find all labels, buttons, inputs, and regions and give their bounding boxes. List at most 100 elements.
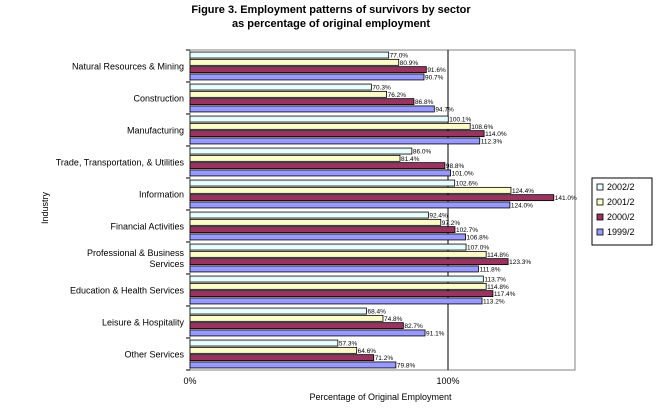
bar-2001-2: [189, 186, 512, 194]
data-label: 113.7%: [484, 277, 506, 284]
data-label: 71.2%: [375, 355, 394, 362]
data-label: 112.3%: [481, 138, 503, 145]
bar-1999-2: [189, 265, 479, 273]
data-label: 64.6%: [358, 348, 377, 355]
data-label: 80.9%: [400, 60, 419, 67]
legend-swatch-1999-2: [596, 228, 604, 236]
chart-title-line-2: as percentage of original employment: [231, 18, 431, 30]
data-label: 98.8%: [446, 163, 465, 170]
data-label: 114.8%: [487, 252, 509, 259]
data-label: 102.7%: [456, 227, 478, 234]
bar-2002-2: [189, 275, 484, 283]
data-label: 81.4%: [401, 156, 420, 163]
bar-1999-2: [189, 361, 397, 369]
data-label: 82.7%: [404, 323, 423, 330]
bar-1999-2: [189, 329, 426, 337]
plot-frame: [189, 49, 576, 371]
category-label: Services: [149, 259, 184, 269]
data-label: 117.4%: [494, 291, 516, 298]
data-label: 114.8%: [487, 284, 509, 291]
data-label: 91.6%: [427, 67, 446, 74]
bar-2000-2: [189, 162, 446, 170]
bar-1999-2: [189, 169, 451, 177]
data-label: 108.6%: [471, 124, 493, 131]
data-label: 90.7%: [425, 74, 444, 81]
bar-2000-2: [189, 226, 456, 234]
data-label: 76.2%: [388, 92, 407, 99]
data-label: 124.0%: [511, 202, 533, 209]
chart-title-line-1: Figure 3. Employment patterns of survivo…: [191, 4, 471, 16]
category-label: Education & Health Services: [70, 286, 185, 296]
bar-1999-2: [189, 73, 425, 81]
bar-1999-2: [189, 297, 483, 305]
data-label: 68.4%: [367, 309, 386, 316]
data-label: 91.1%: [426, 330, 445, 337]
x-tick-label: 100%: [436, 376, 459, 386]
data-label: 123.3%: [509, 259, 531, 266]
bar-2002-2: [189, 115, 449, 123]
bar-1999-2: [189, 137, 481, 145]
x-axis-title: Percentage of Original Employment: [309, 392, 452, 402]
bar-2001-2: [189, 282, 487, 290]
bar-2000-2: [189, 66, 427, 74]
bar-1999-2: [189, 201, 511, 209]
bar-2002-2: [189, 51, 390, 59]
category-label: Manufacturing: [127, 126, 184, 136]
data-label: 100.1%: [449, 117, 471, 124]
bar-2000-2: [189, 322, 404, 330]
bar-2000-2: [189, 290, 494, 298]
bar-2001-2: [189, 154, 401, 162]
bar-2002-2: [189, 243, 467, 251]
category-label: Natural Resources & Mining: [72, 62, 184, 72]
legend-label: 2000/2: [607, 212, 635, 222]
data-label: 102.6%: [456, 181, 478, 188]
category-label: Information: [139, 190, 184, 200]
bar-2001-2: [189, 58, 400, 66]
category-label: Financial Activities: [110, 222, 184, 232]
bar-2002-2: [189, 179, 456, 187]
category-label: Other Services: [124, 350, 184, 360]
category-label: Leisure & Hospitality: [102, 318, 185, 328]
bar-2001-2: [189, 218, 442, 226]
legend-swatch-2002-2: [596, 183, 604, 191]
legend-label: 2001/2: [607, 197, 635, 207]
bar-2000-2: [189, 258, 509, 266]
bar-2002-2: [189, 339, 339, 347]
bar-2001-2: [189, 90, 387, 98]
bar-1999-2: [189, 105, 435, 113]
data-label: 141.0%: [555, 195, 577, 202]
data-label: 77.0%: [390, 53, 409, 60]
data-label: 97.2%: [442, 220, 461, 227]
bar-2001-2: [189, 314, 384, 322]
category-label: Trade, Transportation, & Utilities: [56, 158, 185, 168]
bar-2002-2: [189, 307, 367, 315]
data-label: 111.8%: [479, 266, 500, 273]
data-label: 79.8%: [397, 362, 416, 369]
legend-swatch-2001-2: [596, 198, 604, 206]
category-label: Professional & Business: [87, 248, 185, 258]
bar-2000-2: [189, 98, 415, 106]
data-label: 114.0%: [485, 131, 507, 138]
data-label: 107.0%: [467, 245, 489, 252]
bar-2002-2: [189, 83, 372, 91]
bar-2002-2: [189, 147, 413, 155]
data-label: 86.0%: [413, 149, 432, 156]
data-label: 101.0%: [452, 170, 474, 177]
category-label: Construction: [133, 94, 184, 104]
data-label: 113.2%: [483, 298, 505, 305]
bar-2001-2: [189, 346, 358, 354]
data-label: 106.8%: [467, 234, 489, 241]
bar-2001-2: [189, 250, 487, 258]
legend-label: 1999/2: [607, 227, 635, 237]
data-label: 57.3%: [339, 341, 358, 348]
legend-swatch-2000-2: [596, 213, 604, 221]
data-label: 92.4%: [429, 213, 448, 220]
data-label: 94.7%: [435, 106, 454, 113]
bar-2000-2: [189, 194, 555, 202]
bar-2001-2: [189, 122, 471, 130]
data-label: 86.8%: [415, 99, 434, 106]
x-tick-label: 0%: [183, 376, 196, 386]
data-label: 124.4%: [512, 188, 534, 195]
